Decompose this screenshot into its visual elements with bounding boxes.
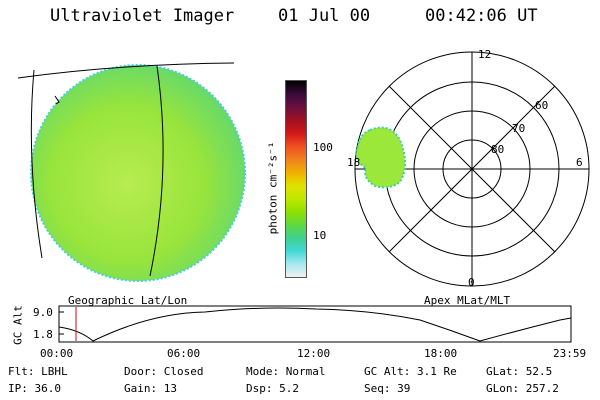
polar-ring-outer [354,51,590,287]
altitude-xtick-0000: 00:00 [40,347,74,360]
polar-mlt-12: 12 [478,48,492,61]
polar-image-blob [355,126,406,189]
info-door: Door: Closed [124,365,204,378]
altitude-ylabel: GC Alt [11,305,25,345]
latitude-line [17,62,235,79]
polar-lat-60: 60 [535,99,549,112]
altitude-curve [58,307,572,342]
colorbar [285,80,307,278]
altitude-plot-frame [58,305,572,343]
geo-panel-label: Geographic Lat/Lon [68,294,188,307]
info-seq: Seq: 39 [364,382,411,395]
polar-mlt-0: 0 [468,276,475,289]
coastline-fragment [54,95,60,105]
earth-limb [30,64,246,282]
altitude-xtick-0600: 06:00 [167,347,201,360]
info-glon: GLon: 257.2 [486,382,559,395]
polar-diagonal-2 [388,85,556,253]
info-gc-alt: GC Alt: 3.1 Re [364,365,457,378]
polar-lat-70: 70 [512,122,526,135]
longitude-line-east [149,65,164,277]
altitude-ytick-9: 9.0 [33,306,53,319]
altitude-xtick-1800: 18:00 [424,347,458,360]
info-ip: IP: 36.0 [8,382,61,395]
polar-panel-label: Apex MLat/MLT [424,294,511,307]
imager-title: Ultraviolet Imager [50,6,235,26]
polar-mlt-6: 6 [576,156,583,169]
image-date: 01 Jul 00 [278,6,371,26]
polar-ring-60 [384,81,560,257]
image-time: 00:42:06 UT [425,6,538,26]
polar-lat-80: 80 [491,143,505,156]
info-col-4: GC Alt: 3.1 Re Seq: 39 [364,365,457,399]
info-filter: Flt: LBHL [8,365,68,378]
altitude-xtick-2359: 23:59 [553,347,587,360]
colorbar-unit-label: photon cm⁻²s⁻¹ [266,141,280,235]
info-dsp: Dsp: 5.2 [246,382,299,395]
colorbar-tick-10: 10 [313,229,327,242]
info-col-3: Mode: Normal Dsp: 5.2 [246,365,325,399]
colorbar-tick-100: 100 [313,141,333,154]
polar-diagonal-1 [388,85,556,253]
longitude-line-west [30,69,43,259]
altitude-xtick-1200: 12:00 [297,347,331,360]
info-col-1: Flt: LBHL IP: 36.0 [8,365,68,399]
earth-disk [31,65,245,281]
altitude-ytick-1-8: 1.8 [33,328,53,341]
info-col-2: Door: Closed Gain: 13 [124,365,203,399]
info-col-5: GLat: 52.5 GLon: 257.2 [486,365,559,399]
info-gain: Gain: 13 [124,382,177,395]
info-mode: Mode: Normal [246,365,326,378]
polar-mlt-18: 18 [347,156,361,169]
info-glat: GLat: 52.5 [486,365,553,378]
